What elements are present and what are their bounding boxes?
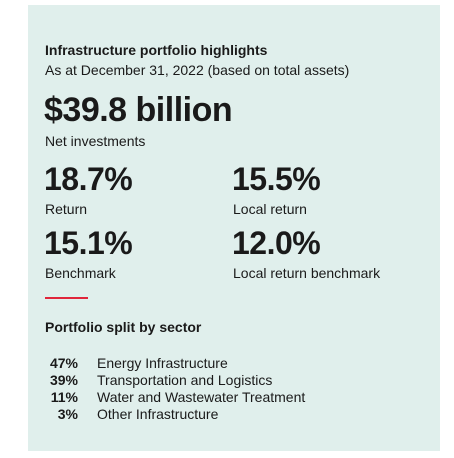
sector-share: 11% xyxy=(50,389,78,405)
title: Infrastructure portfolio highlights xyxy=(45,42,268,58)
metric-label: Return xyxy=(45,201,88,217)
sector-name: Water and Wastewater Treatment xyxy=(97,389,306,405)
sector-share: 47% xyxy=(49,355,78,371)
sector-share: 39% xyxy=(49,372,78,388)
metric-label: Benchmark xyxy=(45,265,116,281)
sector-name: Energy Infrastructure xyxy=(97,355,228,371)
metric-value: 15.1% xyxy=(44,225,133,261)
metric-value: 18.7% xyxy=(44,161,133,197)
headline-value: $39.8 billion xyxy=(44,91,233,129)
highlights-card: Infrastructure portfolio highlights As a… xyxy=(28,5,440,451)
metric-label: Local return benchmark xyxy=(233,265,381,281)
headline-label: Net investments xyxy=(45,133,146,149)
metric-value: 15.5% xyxy=(232,161,321,197)
metric-value: 12.0% xyxy=(232,225,321,261)
sector-name: Transportation and Logistics xyxy=(97,372,273,388)
split-title: Portfolio split by sector xyxy=(45,319,202,335)
metric-label: Local return xyxy=(233,201,307,217)
sector-share: 3% xyxy=(57,406,78,422)
divider xyxy=(45,297,88,299)
sector-name: Other Infrastructure xyxy=(97,406,219,422)
subtitle: As at December 31, 2022 (based on total … xyxy=(45,62,350,78)
